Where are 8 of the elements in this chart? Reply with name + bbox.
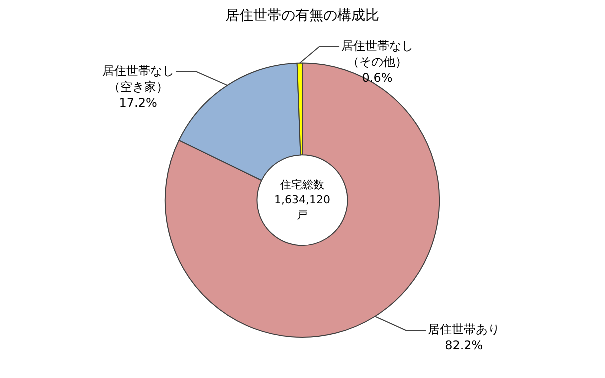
- slice-label: 居住世帯なし（その他）: [342, 39, 414, 69]
- chart-title: 居住世帯の有無の構成比: [226, 8, 380, 24]
- data-label: 82.2%: [445, 338, 484, 353]
- slice-label: 居住世帯なし（空き家）: [102, 64, 174, 94]
- data-label: 17.2%: [119, 96, 158, 110]
- slice-label: 居住世帯あり: [428, 322, 500, 337]
- text: 住宅総数 1,634,120 戸: [274, 178, 330, 222]
- data-label: 0.6%: [362, 71, 393, 85]
